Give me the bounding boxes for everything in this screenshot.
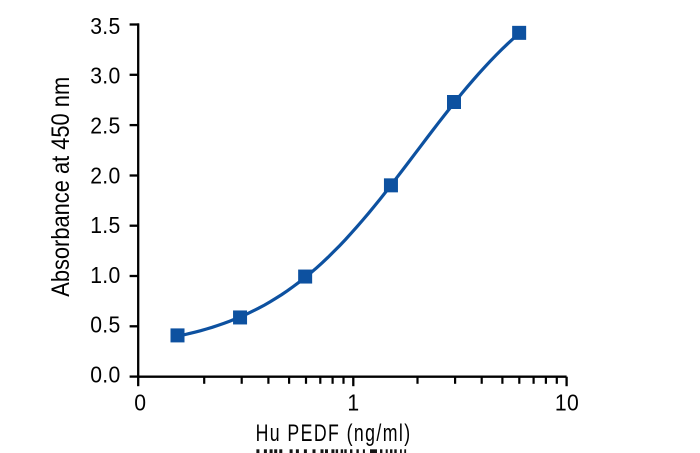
svg-text:2.0: 2.0 [90, 162, 120, 188]
svg-text:3.0: 3.0 [90, 63, 120, 89]
svg-text:1.5: 1.5 [90, 212, 120, 238]
svg-text:10: 10 [555, 390, 579, 416]
svg-text:1: 1 [347, 390, 359, 416]
svg-text:2.5: 2.5 [90, 113, 120, 139]
svg-text:3.5: 3.5 [90, 13, 120, 39]
svg-text:0: 0 [134, 390, 146, 416]
svg-text:Absorbance at 450 nm: Absorbance at 450 nm [46, 77, 74, 297]
svg-text:Hu PEDF (ng/ml): Hu PEDF (ng/ml) [256, 421, 412, 447]
svg-text:0.5: 0.5 [90, 312, 120, 338]
svg-text:0.0: 0.0 [90, 362, 120, 388]
svg-text:1.0: 1.0 [90, 262, 120, 288]
